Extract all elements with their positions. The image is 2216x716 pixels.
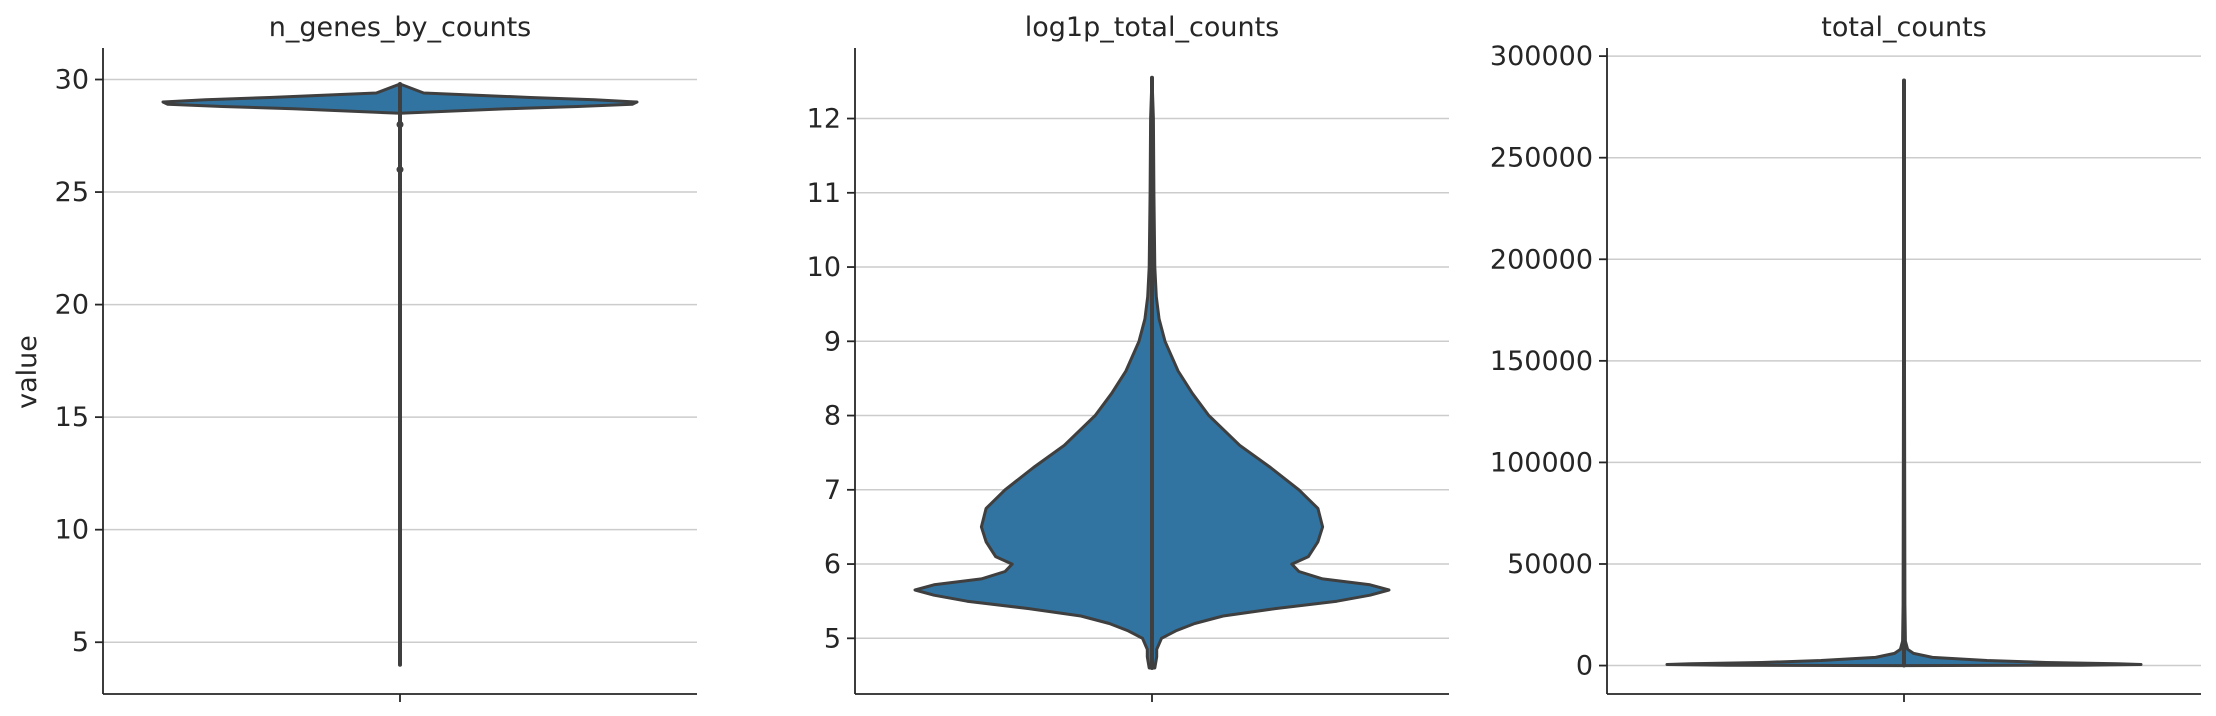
panel-title: log1p_total_counts bbox=[1025, 12, 1279, 43]
y-tick-label: 20 bbox=[55, 290, 89, 321]
y-tick-label: 30 bbox=[55, 65, 89, 96]
panel-log1p-total-counts: 5 6 7 8 9 10 11 12 log1p_total_counts bbox=[807, 12, 1449, 702]
outlier-point bbox=[396, 166, 404, 174]
y-tick-label: 25 bbox=[55, 177, 89, 208]
y-tick-label: 250000 bbox=[1490, 143, 1593, 174]
panel-title: n_genes_by_counts bbox=[269, 12, 532, 43]
y-tick-label: 100000 bbox=[1490, 447, 1593, 478]
y-tick-label: 15 bbox=[55, 402, 89, 433]
y-tick-label: 12 bbox=[807, 104, 841, 135]
panel-total-counts: 0 50000 100000 150000 200000 250000 300000 tota… bbox=[1490, 12, 2201, 702]
y-tick-label: 5 bbox=[824, 623, 841, 654]
y-tick-label: 300000 bbox=[1490, 41, 1593, 72]
y-tick-label: 50000 bbox=[1507, 549, 1593, 580]
panel-title: total_counts bbox=[1821, 12, 1986, 43]
y-tick-label: 150000 bbox=[1490, 346, 1593, 377]
y-tick-label: 10 bbox=[807, 252, 841, 283]
y-tick-label: 7 bbox=[824, 475, 841, 506]
y-tick-label: 11 bbox=[807, 178, 841, 209]
y-tick-label: 200000 bbox=[1490, 244, 1593, 275]
y-tick-label: 0 bbox=[1576, 651, 1593, 682]
outlier-point bbox=[396, 121, 404, 129]
y-tick-label: 10 bbox=[55, 515, 89, 546]
y-tick-label: 9 bbox=[824, 326, 841, 357]
panel-n-genes-by-counts: 5 10 15 20 25 30 n_genes_by_counts bbox=[55, 12, 697, 702]
y-tick-label: 5 bbox=[72, 627, 89, 658]
y-axis-label: value bbox=[12, 335, 43, 409]
y-tick-label: 6 bbox=[824, 549, 841, 580]
y-tick-label: 8 bbox=[824, 401, 841, 432]
